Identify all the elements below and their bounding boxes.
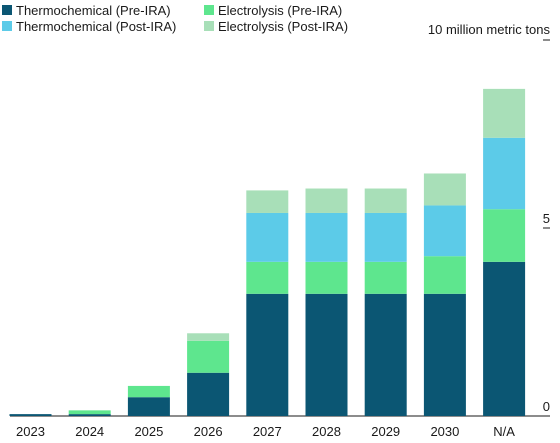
x-tick-label: 2029 [371, 424, 400, 439]
x-tick-label: 2023 [16, 424, 45, 439]
bar-segment [246, 293, 289, 416]
legend-swatch [204, 5, 214, 15]
bar-segment [305, 293, 348, 416]
bar-segment [305, 188, 348, 213]
legend-label: Electrolysis (Post-IRA) [218, 19, 348, 34]
bar-segment [423, 293, 466, 416]
bar-segment [483, 261, 526, 416]
bar-segment [246, 261, 289, 294]
bar-segment [483, 88, 526, 138]
bar-segment [305, 212, 348, 262]
bar-segment [68, 410, 111, 415]
bars [9, 88, 526, 416]
legend-swatch [2, 5, 12, 15]
legend-label: Thermochemical (Pre-IRA) [16, 3, 171, 18]
bar-segment [423, 256, 466, 294]
bar-segment [423, 173, 466, 206]
bar-segment [423, 205, 466, 257]
bar-segment [364, 261, 407, 294]
unit-label: 10 million metric tons [428, 22, 551, 37]
bar-segment [364, 293, 407, 416]
x-tick-label: 2025 [134, 424, 163, 439]
bar-segment [246, 190, 289, 213]
bar-segment [187, 340, 230, 373]
bar-segment [483, 209, 526, 262]
x-tick-label: N/A [493, 424, 515, 439]
y-tick-label: 0 [543, 399, 550, 414]
bar-segment [364, 188, 407, 213]
x-tick-label: 2024 [75, 424, 104, 439]
bar-segment [127, 397, 170, 416]
x-axis-ticks: 2023 2024 2025 2026 2027 2028 2029 2030 N/A [16, 424, 515, 439]
bar-segment [9, 414, 52, 416]
bar-segment [68, 414, 111, 416]
y-tick-label: 5 [543, 211, 550, 226]
legend-label: Thermochemical (Post-IRA) [16, 19, 176, 34]
legend-swatch [204, 21, 214, 31]
x-tick-label: 2027 [253, 424, 282, 439]
x-tick-label: 2030 [430, 424, 459, 439]
x-tick-label: 2028 [312, 424, 341, 439]
bar-segment [364, 212, 407, 262]
bar-segment [483, 137, 526, 210]
legend-swatch [2, 21, 12, 31]
bar-segment [246, 212, 289, 262]
bar-segment [187, 372, 230, 416]
x-tick-label: 2026 [194, 424, 223, 439]
legend-label: Electrolysis (Pre-IRA) [218, 3, 342, 18]
legend: Thermochemical (Pre-IRA) Electrolysis (Pr… [2, 3, 348, 34]
bar-segment [187, 333, 230, 341]
bar-segment [305, 261, 348, 294]
bar-segment [127, 385, 170, 398]
